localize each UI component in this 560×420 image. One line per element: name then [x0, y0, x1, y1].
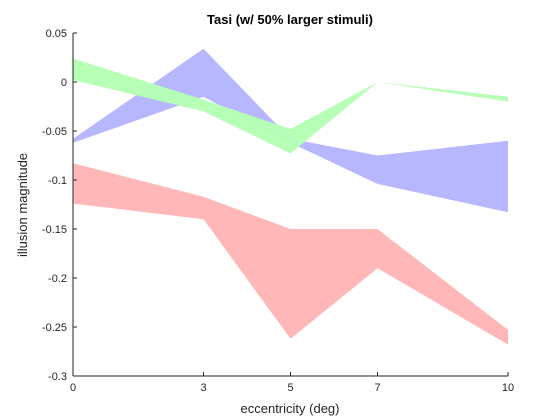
series-band-3: [73, 163, 508, 345]
x-tick-label: 0: [70, 382, 76, 394]
y-axis-label: illusion magnitude: [15, 153, 30, 257]
y-tick-label: 0: [61, 77, 67, 89]
y-tick-label: -0.15: [42, 224, 67, 236]
x-axis-label: eccentricity (deg): [241, 401, 340, 416]
x-tick-label: 3: [200, 382, 206, 394]
x-axis-ticks: 0 3 5 7 10: [70, 372, 514, 394]
x-tick-label: 5: [287, 382, 293, 394]
series-band-2: [73, 58, 508, 154]
x-tick-label: 7: [374, 382, 380, 394]
y-tick-label: 0.05: [46, 28, 67, 40]
y-tick-label: -0.2: [48, 273, 67, 285]
y-axis-ticks: 0.05 0 -0.05 -0.1 -0.15 -0.2 -0.25 -0.3: [42, 28, 77, 383]
x-tick-label: 10: [502, 382, 514, 394]
y-tick-label: -0.1: [48, 175, 67, 187]
chart-title: Tasi (w/ 50% larger stimuli): [207, 12, 373, 27]
data-bands: [73, 48, 508, 345]
y-tick-label: -0.25: [42, 322, 67, 334]
series-band-1: [73, 48, 508, 213]
y-tick-label: -0.05: [42, 126, 67, 138]
y-tick-label: -0.3: [48, 371, 67, 383]
